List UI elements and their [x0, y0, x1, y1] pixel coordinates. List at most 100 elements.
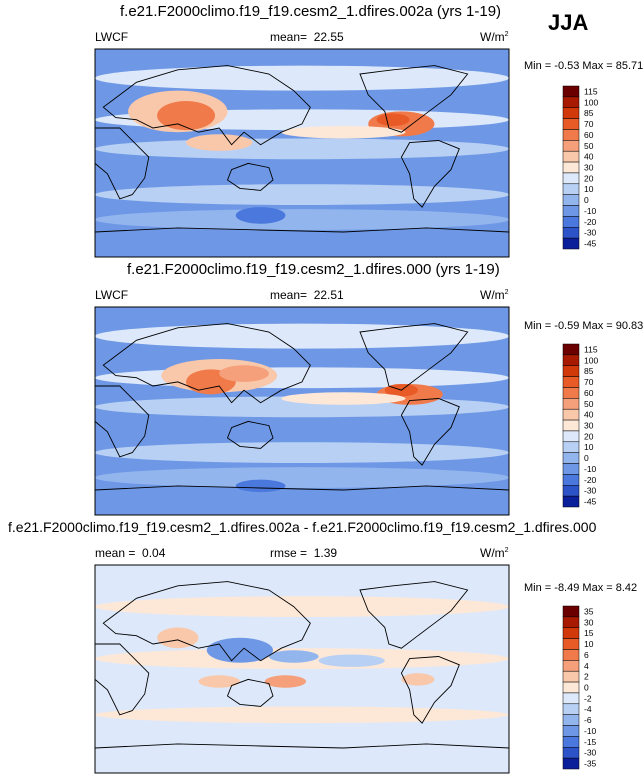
panel-2-units-base: W/m	[480, 288, 505, 302]
colorbar-tick-label: -20	[584, 475, 597, 485]
field-contour-7	[186, 134, 253, 151]
field-contour-6	[157, 101, 216, 131]
panel-3-units-base: W/m	[480, 546, 505, 560]
colorbar-swatch	[562, 747, 580, 759]
panel-3-mean-label: mean =	[95, 546, 136, 560]
field-contour-0	[95, 323, 509, 349]
colorbar-tick-label: 40	[584, 152, 594, 162]
coastline-4	[400, 656, 460, 724]
coastline-4	[400, 398, 460, 466]
colorbar-swatch	[562, 227, 580, 239]
colorbar-swatch	[562, 85, 580, 98]
colorbar-tick-label: -4	[584, 704, 592, 714]
colorbar-tick-label: 30	[584, 421, 594, 431]
field-contour-0	[95, 596, 509, 617]
panel-1-minmax: Min = -0.53 Max = 85.71	[524, 60, 643, 72]
coastline-5	[95, 485, 509, 491]
panel-2-mean-value: 22.51	[313, 288, 344, 302]
colorbar-swatch	[562, 463, 580, 475]
colorbar-swatch	[562, 354, 580, 366]
panel-3-mean: mean = 0.04	[95, 546, 165, 560]
colorbar-swatch	[562, 118, 580, 130]
colorbar-swatch	[562, 452, 580, 464]
coastline-2	[226, 678, 274, 707]
colorbar-tick-label: -30	[584, 486, 597, 496]
map-frame	[94, 306, 510, 516]
colorbar-tick-label: 50	[584, 399, 594, 409]
season-label: JJA	[548, 10, 589, 35]
colorbar-swatch	[562, 343, 580, 356]
colorbar-swatch	[562, 96, 580, 108]
map-panel-2	[94, 306, 510, 516]
colorbar-tick-label: 50	[584, 141, 594, 151]
colorbar-swatch	[562, 129, 580, 141]
panel-2-minmax: Min = -0.59 Max = 90.83	[524, 320, 643, 332]
colorbar-swatch	[562, 736, 580, 748]
colorbar-tick-label: 40	[584, 410, 594, 420]
colorbar-swatch	[562, 495, 580, 508]
colorbar-swatch	[562, 140, 580, 152]
field-contour-2	[95, 706, 509, 724]
colorbar-swatch	[562, 150, 580, 163]
field-contour-11	[235, 479, 286, 493]
colorbar-tick-label: -45	[584, 497, 597, 507]
panel-2-field-label: LWCF	[95, 288, 129, 302]
field-contour-10	[281, 125, 406, 139]
coastline-1	[95, 643, 150, 716]
field-contour-7	[318, 654, 385, 667]
coastline-0	[102, 581, 311, 662]
colorbar-tick-label: 100	[584, 97, 598, 107]
field-contour-7	[219, 365, 269, 382]
map-frame	[94, 48, 510, 258]
field-contour-5	[264, 675, 307, 688]
coastline-4	[400, 140, 460, 208]
colorbar-swatch	[562, 605, 580, 618]
colorbar-swatch	[562, 660, 580, 672]
panel-3-min-label: Min =	[524, 582, 552, 594]
field-contour-6	[198, 675, 240, 688]
colorbar-swatch	[562, 183, 580, 195]
field-contour-4	[268, 650, 319, 663]
coastline-0	[102, 323, 311, 404]
colorbar-swatch	[562, 441, 580, 453]
panel-2-max-label: Max =	[582, 320, 613, 332]
field-contour-9	[401, 673, 435, 686]
colorbar-tick-label: 0	[584, 453, 589, 463]
colorbar-swatch	[562, 485, 580, 497]
colorbar-tick-label: 15	[584, 628, 594, 638]
colorbar-tick-label: 100	[584, 355, 598, 365]
colorbar-tick-label: 70	[584, 119, 594, 129]
colorbar-tick-label: 20	[584, 173, 594, 183]
colorbar-tick-label: -30	[584, 228, 597, 238]
colorbar-tick-label: 0	[584, 195, 589, 205]
panel-1-max-value: 85.71	[615, 60, 644, 72]
panel-1-units-base: W/m	[480, 30, 505, 44]
colorbar-swatch	[562, 670, 580, 683]
colorbar-swatch	[562, 627, 580, 639]
panel-2-min-value: -0.59	[554, 320, 580, 332]
panel-3-units: W/m2	[480, 546, 509, 560]
colorbar-tick-label: 4	[584, 661, 589, 671]
panel-1-mean: mean= 22.55	[270, 30, 344, 44]
colorbar-tick-label: 10	[584, 184, 594, 194]
coastline-1	[95, 127, 150, 200]
colorbar-tick-label: -10	[584, 464, 597, 474]
colorbar-tick-label: 35	[584, 606, 594, 616]
panel-1-min-label: Min =	[524, 60, 552, 72]
colorbar-swatch	[562, 365, 580, 377]
panel-1-min-value: -0.53	[554, 60, 580, 72]
panel-3-units-exp: 2	[504, 547, 509, 554]
panel-1-max-label: Max =	[582, 60, 613, 72]
colorbar-swatch	[562, 408, 580, 421]
colorbar-swatch	[562, 107, 580, 119]
panel-2-max-value: 90.83	[615, 320, 644, 332]
panel-3-title: f.e21.F2000climo.f19_f19.cesm2_1.dfires.…	[8, 519, 597, 535]
colorbar-tick-label: 115	[584, 344, 598, 354]
colorbar-swatch	[562, 703, 580, 715]
coastline-1	[95, 385, 150, 458]
colorbar-tick-label: -45	[584, 239, 597, 249]
panel-1-units: W/m2	[480, 30, 509, 44]
